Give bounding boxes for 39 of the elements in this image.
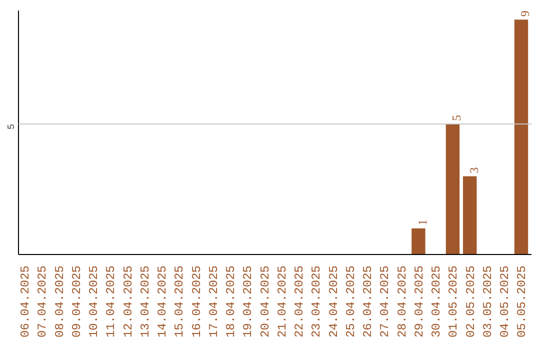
x-tick-label: 16.04.2025 [190,265,204,338]
x-tick-label: 07.04.2025 [36,265,50,338]
x-tick-label: 01.05.2025 [446,265,461,338]
x-tick-label: 03.05.2025 [480,265,495,338]
x-tick-label: 19.04.2025 [241,265,256,338]
x-tick-label: 21.04.2025 [275,265,290,338]
data-label: 1 [415,219,430,226]
x-tick-label: 10.04.2025 [87,265,102,338]
x-tick-label: 28.04.2025 [395,265,410,338]
bar [462,176,477,254]
x-tick-label: 20.04.2025 [258,265,272,338]
data-label: 9 [518,10,532,17]
bar [446,124,460,254]
x-tick-label: 26.04.2025 [361,265,376,338]
x-tick-label: 11.04.2025 [104,265,118,338]
x-tick-label: 12.04.2025 [121,265,136,338]
x-tick-label: 04.05.2025 [498,265,512,338]
data-label: 3 [466,167,481,174]
x-tick-label: 23.04.2025 [310,265,324,338]
data-label: 5 [450,115,464,122]
x-tick-label: 25.04.2025 [344,265,358,338]
x-tick-label: 13.04.2025 [138,265,152,338]
x-tick-label: 24.04.2025 [326,265,341,338]
x-tick-label: 29.04.2025 [412,265,426,338]
x-tick-label: 15.04.2025 [172,265,187,338]
x-tick-label: 22.04.2025 [292,265,307,338]
x-tick-label: 06.04.2025 [18,265,32,338]
x-tick-label: 30.04.2025 [430,265,444,338]
x-tick-label: 18.04.2025 [224,265,238,338]
ref-line-label: 5 [6,124,16,130]
x-tick-label: 05.05.2025 [515,265,530,338]
bar [412,228,426,254]
x-tick-label: 02.05.2025 [464,265,478,338]
bar [514,20,528,254]
x-tick-label: 17.04.2025 [206,265,221,338]
x-tick-label: 27.04.2025 [378,265,392,338]
x-tick-label: 14.04.2025 [156,265,170,338]
x-tick-label: 09.04.2025 [70,265,84,338]
x-tick-label: 08.04.2025 [52,265,67,338]
